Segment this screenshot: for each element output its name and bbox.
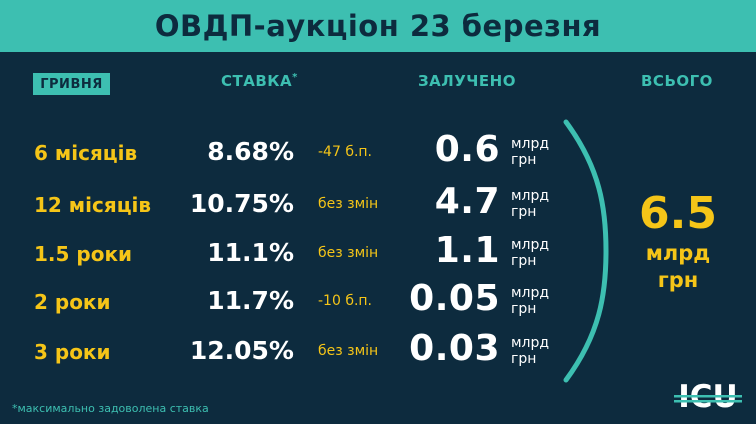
amount-unit-scale: млрд [511, 188, 550, 204]
amount-unit-currency: грн [511, 204, 537, 220]
total-unit: млрд грн [600, 240, 756, 294]
term-label: 2 роки [34, 290, 111, 314]
amount-value: 0.03 [409, 328, 500, 369]
table-row: 3 роки 12.05% без змін 0.03 млрд грн [0, 328, 620, 372]
rate-value: 11.1% [207, 238, 294, 267]
amount-unit: млрд грн [511, 188, 549, 220]
amount-unit-currency: грн [511, 301, 537, 317]
amount-unit-scale: млрд [511, 285, 550, 301]
amount-value: 4.7 [434, 181, 500, 222]
term-label: 12 місяців [34, 193, 152, 217]
amount-unit-scale: млрд [511, 136, 550, 152]
rate-value: 10.75% [189, 189, 294, 218]
amount-unit-currency: грн [511, 253, 537, 269]
amount-unit: млрд грн [511, 237, 549, 269]
bracket-divider-icon [563, 119, 609, 383]
amount-unit: млрд грн [511, 136, 549, 168]
rate-value: 11.7% [207, 286, 294, 315]
table-row: 6 місяців 8.68% -47 б.п. 0.6 млрд грн [0, 129, 620, 173]
currency-label: ГРИВНЯ [40, 76, 103, 92]
table-row: 12 місяців 10.75% без змін 4.7 млрд грн [0, 181, 620, 225]
rate-value: 8.68% [207, 137, 294, 166]
table-row: 1.5 роки 11.1% без змін 1.1 млрд грн [0, 230, 620, 274]
raised-header: ЗАЛУЧЕНО [418, 72, 516, 90]
rate-header-star: * [292, 72, 298, 83]
amount-value: 0.6 [434, 129, 500, 170]
total-value: 6.5 [639, 188, 717, 239]
footnote: *максимально задоволена ставка [12, 402, 209, 415]
rate-change: без змін [318, 245, 379, 261]
title-bar: ОВДП-аукціон 23 березня [0, 0, 756, 52]
table-row: 2 роки 11.7% -10 б.п. 0.05 млрд грн [0, 278, 620, 322]
term-label: 1.5 роки [34, 242, 133, 266]
term-label: 6 місяців [34, 141, 138, 165]
rate-value: 12.05% [189, 336, 294, 365]
rate-change: без змін [318, 343, 379, 359]
amount-unit-currency: грн [511, 152, 537, 168]
amount-unit: млрд грн [511, 285, 549, 317]
rate-header-label: СТАВКА [221, 72, 293, 90]
page-title: ОВДП-аукціон 23 березня [154, 9, 602, 43]
total-unit-scale: млрд [645, 241, 711, 265]
rate-header: СТАВКА* [221, 72, 298, 90]
currency-badge: ГРИВНЯ [33, 73, 110, 95]
amount-unit-currency: грн [511, 351, 537, 367]
amount-unit: млрд грн [511, 335, 549, 367]
amount-unit-scale: млрд [511, 335, 550, 351]
amount-unit-scale: млрд [511, 237, 550, 253]
total-header: ВСЬОГО [641, 72, 713, 90]
icu-logo-icon: ICU [674, 379, 742, 414]
amount-value: 0.05 [409, 278, 500, 319]
term-label: 3 роки [34, 340, 111, 364]
rate-change: -10 б.п. [318, 293, 373, 309]
amount-value: 1.1 [434, 230, 500, 271]
rate-change: без змін [318, 196, 379, 212]
rate-change: -47 б.п. [318, 144, 373, 160]
total-unit-currency: грн [657, 268, 699, 292]
